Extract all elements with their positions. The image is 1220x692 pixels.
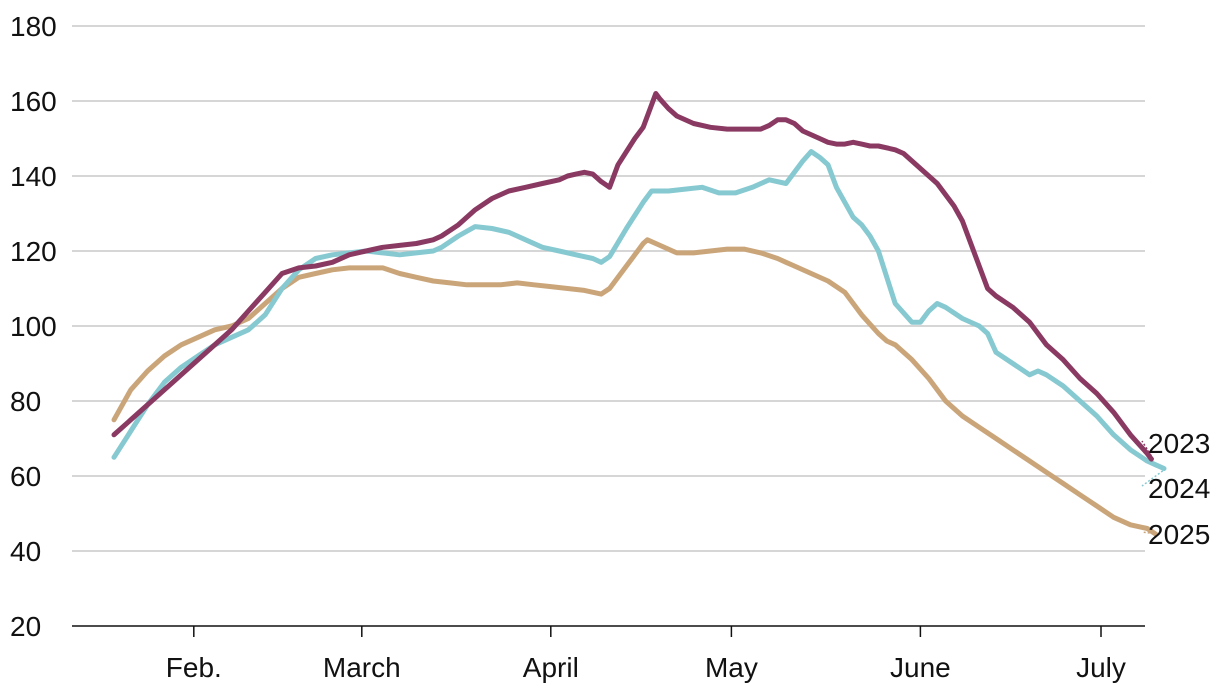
series-label-2023: 2023: [1148, 428, 1210, 459]
series-lines: [111, 91, 1167, 537]
x-tick-label-april: April: [523, 652, 579, 683]
y-tick-label-60: 60: [10, 461, 41, 492]
series-labels: 2025 2024 2023: [1141, 428, 1210, 550]
series-label-2024: 2024: [1148, 473, 1210, 504]
x-tick-label-march: March: [323, 652, 401, 683]
x-axis: [72, 625, 1145, 637]
series-leader-2023: [1141, 440, 1155, 460]
x-tick-label-june: June: [890, 652, 951, 683]
series-leader-2025: [1141, 531, 1158, 535]
y-tick-label-120: 120: [10, 236, 57, 267]
x-tick-label-may: May: [705, 652, 758, 683]
y-tick-label-140: 140: [10, 161, 57, 192]
y-axis-tick-labels: 20 40 60 80 100 120 140 160 180: [10, 11, 57, 642]
y-tick-label-180: 180: [10, 11, 57, 42]
y-tick-label-100: 100: [10, 311, 57, 342]
series-label-2025: 2025: [1148, 519, 1210, 550]
y-tick-label-80: 80: [10, 386, 41, 417]
series-line-2024: [111, 149, 1167, 471]
y-tick-label-20: 20: [10, 611, 41, 642]
x-tick-label-july: July: [1076, 652, 1126, 683]
y-tick-label-40: 40: [10, 536, 41, 567]
x-axis-tick-labels: Feb. March April May June July: [166, 652, 1126, 683]
series-leader-2024: [1141, 467, 1167, 487]
x-tick-label-feb: Feb.: [166, 652, 222, 683]
series-line-2025: [111, 237, 1159, 537]
series-line-2023: [111, 91, 1154, 462]
y-tick-label-160: 160: [10, 86, 57, 117]
